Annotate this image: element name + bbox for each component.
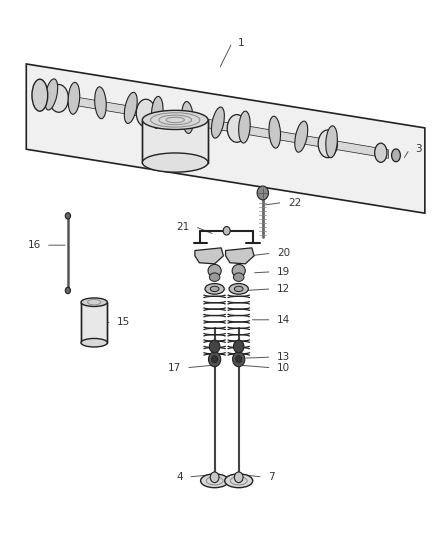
Ellipse shape [234, 286, 243, 292]
Ellipse shape [49, 85, 68, 112]
Text: 3: 3 [415, 144, 421, 154]
Polygon shape [81, 302, 107, 343]
Ellipse shape [68, 82, 80, 114]
Ellipse shape [269, 116, 280, 148]
Ellipse shape [208, 264, 221, 277]
Ellipse shape [142, 110, 208, 130]
Text: 19: 19 [277, 267, 290, 277]
Text: 16: 16 [28, 240, 41, 250]
Circle shape [208, 352, 221, 367]
Text: 7: 7 [268, 472, 275, 482]
Ellipse shape [152, 96, 163, 128]
Ellipse shape [182, 101, 194, 133]
Circle shape [233, 352, 245, 367]
Circle shape [210, 472, 219, 483]
Ellipse shape [124, 92, 137, 124]
Ellipse shape [210, 286, 219, 292]
Ellipse shape [233, 273, 244, 281]
Polygon shape [195, 248, 223, 264]
Ellipse shape [81, 298, 107, 306]
Ellipse shape [232, 264, 245, 277]
Text: 15: 15 [117, 318, 130, 327]
Circle shape [209, 340, 220, 353]
Polygon shape [142, 120, 208, 163]
Ellipse shape [225, 474, 253, 488]
Circle shape [257, 186, 268, 200]
Ellipse shape [374, 143, 387, 163]
Text: 12: 12 [277, 284, 290, 294]
Polygon shape [26, 64, 425, 213]
Text: 20: 20 [277, 248, 290, 258]
Text: 22: 22 [288, 198, 301, 207]
Text: 4: 4 [177, 472, 183, 482]
Ellipse shape [209, 273, 220, 281]
Ellipse shape [205, 284, 224, 294]
Ellipse shape [318, 130, 337, 158]
Text: 1: 1 [237, 38, 244, 47]
Text: 21: 21 [177, 222, 190, 231]
Ellipse shape [136, 99, 155, 127]
Ellipse shape [32, 79, 48, 111]
Ellipse shape [392, 149, 400, 161]
Ellipse shape [239, 111, 250, 143]
Ellipse shape [65, 287, 71, 294]
Circle shape [236, 356, 242, 363]
Text: 17: 17 [168, 363, 181, 373]
Polygon shape [226, 248, 254, 264]
Ellipse shape [227, 115, 247, 142]
Ellipse shape [65, 213, 71, 219]
Ellipse shape [45, 79, 58, 110]
Ellipse shape [201, 474, 229, 488]
Polygon shape [47, 92, 389, 158]
Ellipse shape [212, 107, 224, 138]
Circle shape [223, 227, 230, 235]
Ellipse shape [229, 284, 248, 294]
Circle shape [212, 356, 218, 363]
Text: 13: 13 [277, 352, 290, 362]
Ellipse shape [295, 121, 308, 152]
Ellipse shape [326, 126, 337, 158]
Circle shape [234, 472, 243, 483]
Text: 14: 14 [277, 315, 290, 325]
Text: 10: 10 [277, 363, 290, 373]
Ellipse shape [142, 153, 208, 172]
Circle shape [233, 340, 244, 353]
Ellipse shape [95, 87, 106, 119]
Ellipse shape [81, 338, 107, 347]
